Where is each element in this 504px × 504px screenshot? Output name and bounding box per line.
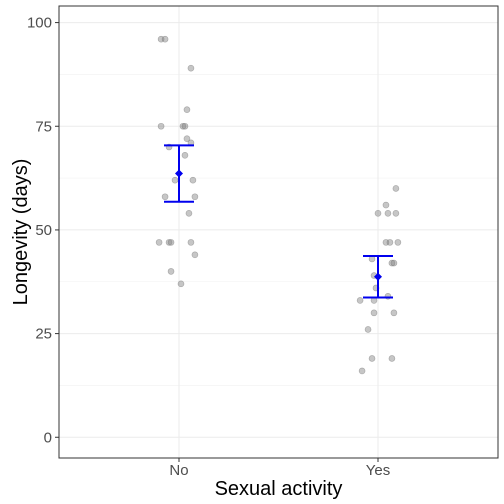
data-point <box>181 151 189 159</box>
panel-border <box>58 5 499 459</box>
data-point <box>187 239 195 246</box>
data-point <box>191 251 199 259</box>
data-point <box>390 259 398 267</box>
mean-marker <box>374 272 382 281</box>
y-tick-label: 75 <box>35 118 52 135</box>
data-point <box>185 210 193 217</box>
data-point <box>167 239 175 246</box>
data-point <box>183 135 191 142</box>
data-point <box>382 201 390 209</box>
data-point <box>177 280 185 288</box>
x-tick-label: Yes <box>366 462 390 479</box>
data-point <box>165 239 173 246</box>
data-point <box>191 193 199 201</box>
data-point <box>394 239 402 246</box>
data-point <box>187 64 195 72</box>
y-tick-label: 25 <box>35 326 52 343</box>
mean-errorbars <box>164 144 393 299</box>
data-point <box>370 309 378 317</box>
data-point <box>356 297 364 304</box>
data-points <box>155 35 402 375</box>
data-point <box>181 122 189 130</box>
data-point <box>388 355 396 362</box>
y-axis-title: Longevity (days) <box>10 159 32 306</box>
data-point <box>189 176 197 184</box>
x-tick-label: No <box>169 462 188 479</box>
axes: 0 25 50 75 100 No Yes <box>27 15 390 479</box>
data-point <box>179 122 187 130</box>
data-point <box>358 367 366 375</box>
data-point <box>384 210 392 217</box>
data-point <box>171 176 179 184</box>
data-point <box>368 355 376 362</box>
data-point <box>390 309 398 317</box>
data-point <box>386 239 394 246</box>
y-tick-label: 100 <box>27 15 52 32</box>
mean-marker <box>175 169 183 178</box>
data-point <box>392 210 400 217</box>
grid-lines <box>59 6 498 458</box>
y-tick-label: 50 <box>35 222 52 239</box>
data-point <box>392 185 400 192</box>
data-point <box>161 193 169 201</box>
data-point <box>155 239 163 246</box>
data-point <box>364 326 372 333</box>
data-point <box>183 106 191 113</box>
y-tick-label: 0 <box>44 429 52 446</box>
data-point <box>167 268 175 275</box>
x-axis-title: Sexual activity <box>215 478 343 500</box>
data-point <box>374 210 382 217</box>
data-point <box>161 35 169 43</box>
data-point <box>157 122 165 130</box>
data-point <box>388 259 396 267</box>
